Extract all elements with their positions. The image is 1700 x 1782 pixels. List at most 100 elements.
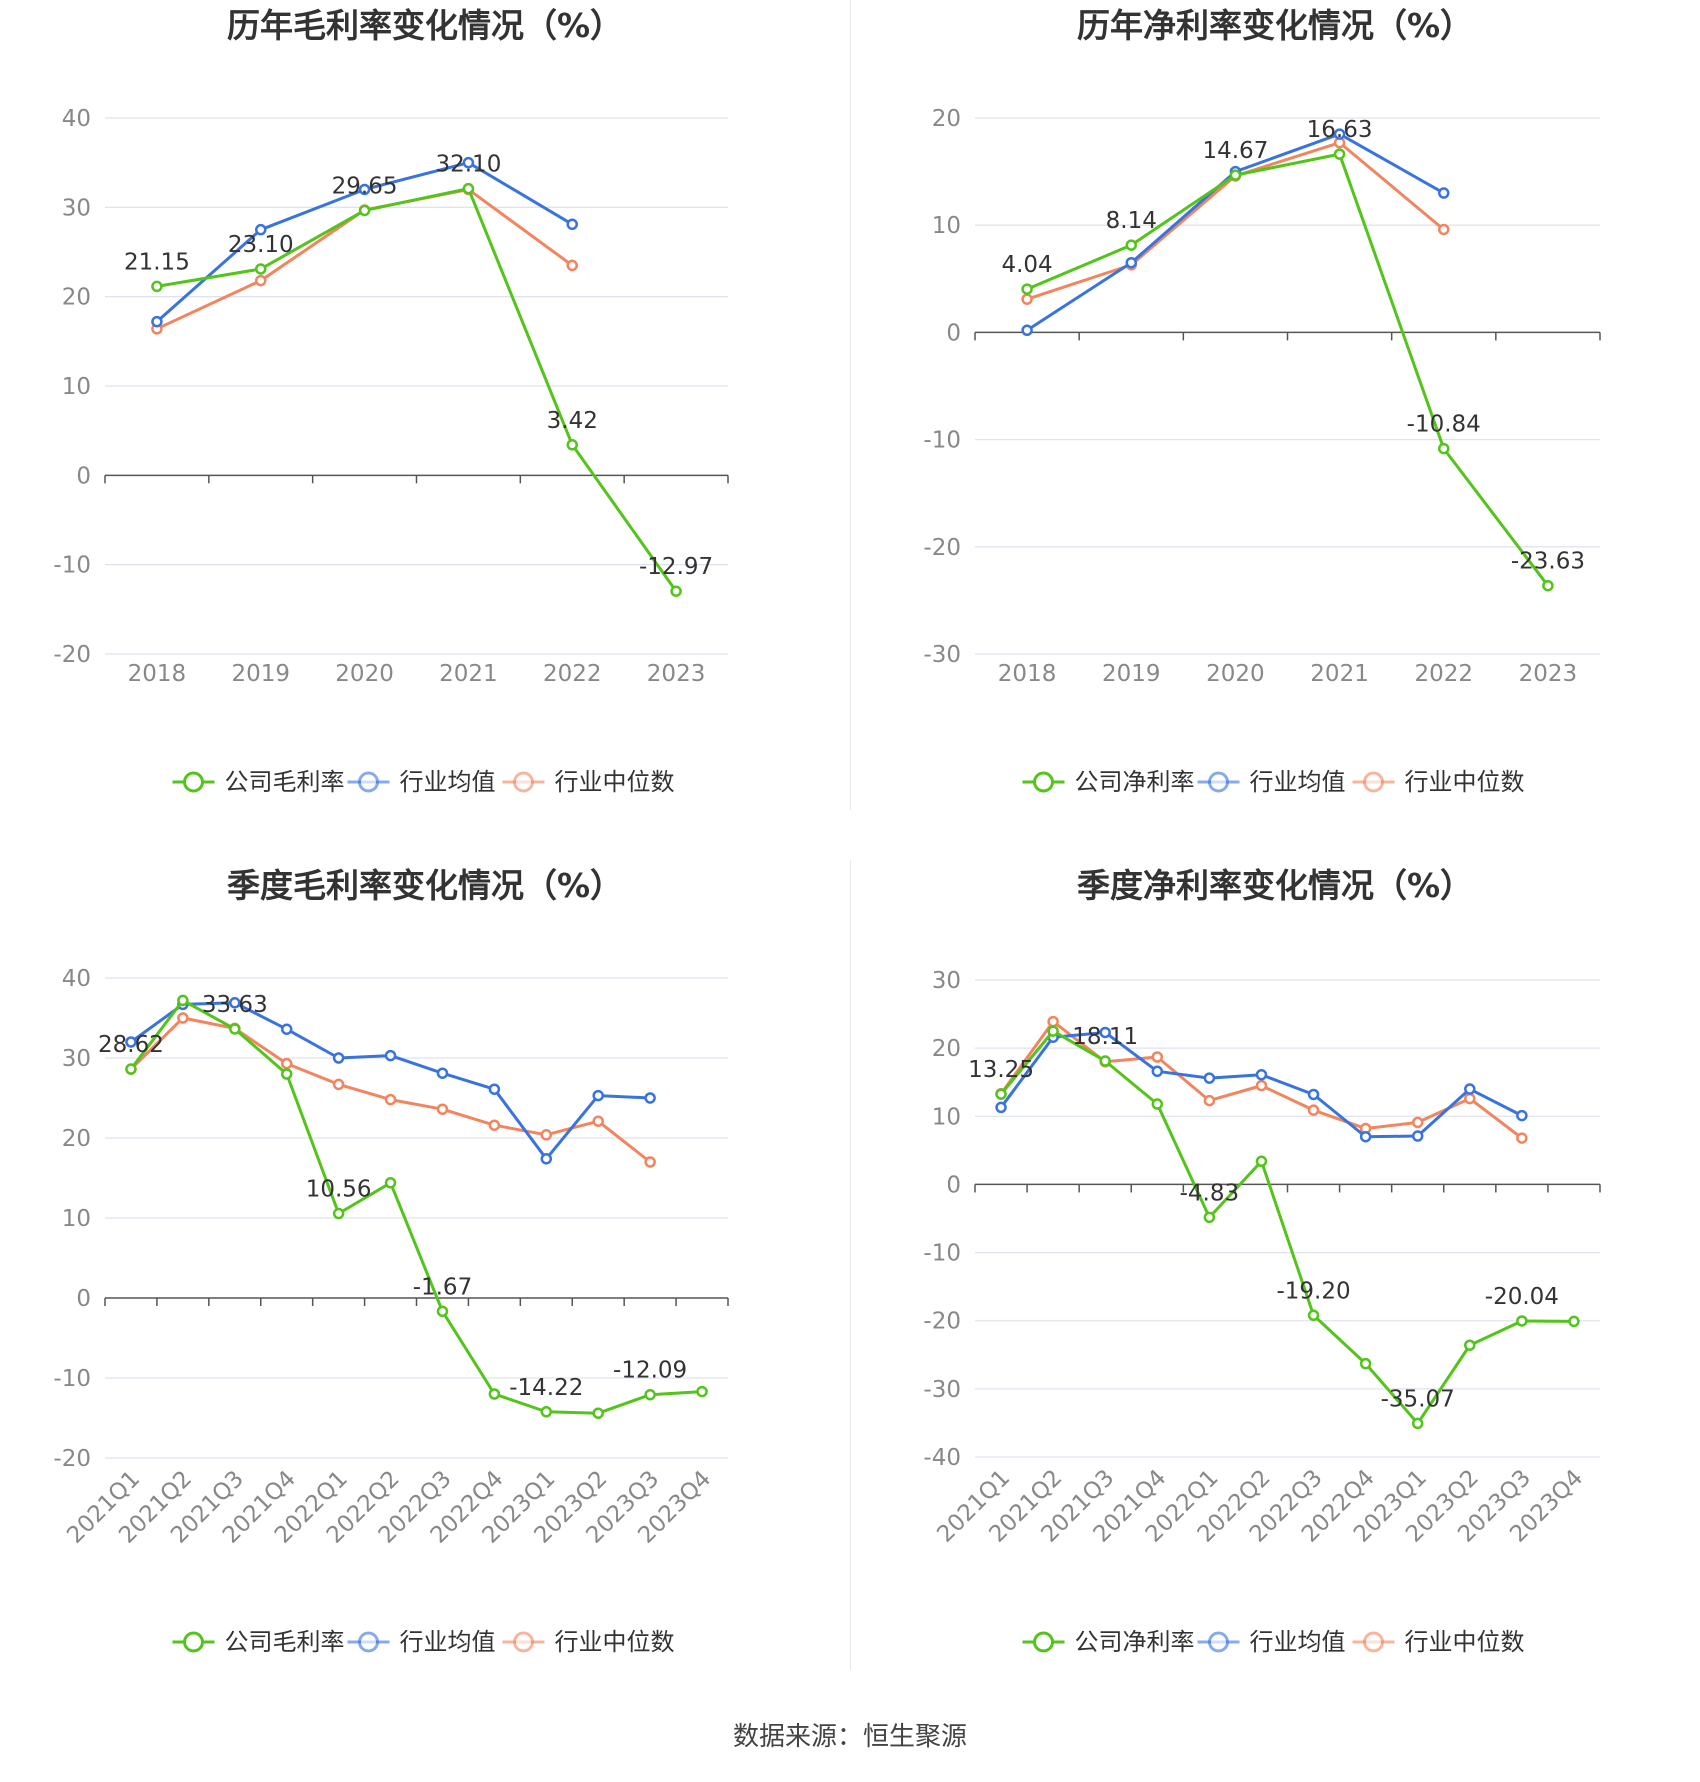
legend-item: 公司毛利率 bbox=[172, 768, 345, 796]
series-line bbox=[129, 998, 703, 1415]
data-point bbox=[229, 997, 241, 1009]
y-tick-label: 0 bbox=[946, 1172, 961, 1198]
data-point bbox=[358, 204, 371, 217]
data-point bbox=[1047, 1025, 1059, 1037]
x-tick-label: 2023 bbox=[647, 661, 706, 687]
data-label: -10.84 bbox=[1407, 412, 1481, 438]
legend-marker bbox=[1033, 771, 1054, 793]
legend-marker bbox=[1033, 1631, 1054, 1653]
y-tick-label: -20 bbox=[923, 535, 961, 561]
data-point bbox=[1542, 579, 1554, 592]
data-label: 16.63 bbox=[1307, 117, 1373, 143]
legend-marker bbox=[513, 1631, 534, 1653]
data-label: -1.67 bbox=[413, 1274, 473, 1300]
data-label: -14.22 bbox=[509, 1375, 583, 1401]
data-point bbox=[1359, 1130, 1372, 1143]
y-tick-label: 10 bbox=[932, 1104, 961, 1130]
data-label: 14.67 bbox=[1202, 138, 1268, 164]
legend-label: 行业均值 bbox=[1250, 768, 1346, 796]
y-tick-label: 40 bbox=[62, 106, 91, 132]
x-tick-label: 2023 bbox=[1519, 661, 1578, 687]
data-point bbox=[1203, 1094, 1216, 1107]
y-tick-label: -20 bbox=[53, 1446, 91, 1472]
y-tick-label: 40 bbox=[62, 966, 91, 992]
data-point bbox=[1516, 1109, 1528, 1122]
data-point bbox=[1411, 1130, 1424, 1142]
panel-divider-top bbox=[850, 0, 851, 810]
data-point bbox=[1099, 1026, 1111, 1039]
x-tick-label: 2021 bbox=[1310, 661, 1369, 687]
y-tick-label: -10 bbox=[53, 553, 91, 579]
chart-svg: 历年毛利率变化情况（%） 40 30 20 10 0 -10 -20 2018 2019 2020 2… bbox=[53, 6, 729, 796]
data-point bbox=[540, 1406, 553, 1418]
legend-marker bbox=[1208, 1631, 1229, 1653]
legend-item: 公司毛利率 bbox=[172, 1628, 345, 1656]
legend-label: 行业均值 bbox=[1250, 1628, 1346, 1656]
data-point bbox=[488, 1388, 501, 1400]
y-tick-label: 10 bbox=[62, 374, 91, 400]
data-point bbox=[177, 994, 189, 1007]
data-label: -35.07 bbox=[1381, 1386, 1455, 1412]
y-tick-label: 20 bbox=[932, 1036, 961, 1062]
y-tick-label: 20 bbox=[932, 106, 961, 132]
data-label: 33.63 bbox=[202, 992, 268, 1018]
legend-item: 行业均值 bbox=[347, 768, 496, 796]
data-point bbox=[255, 274, 267, 287]
y-tick-label: 0 bbox=[76, 1286, 91, 1312]
legend-marker bbox=[1363, 1631, 1384, 1653]
data-label: -12.09 bbox=[613, 1358, 687, 1384]
data-point bbox=[332, 1207, 345, 1220]
data-point bbox=[1151, 1051, 1164, 1063]
data-point bbox=[566, 439, 578, 451]
data-point bbox=[995, 1088, 1007, 1100]
legend-label: 公司毛利率 bbox=[225, 1628, 345, 1656]
data-point bbox=[1333, 148, 1346, 160]
data-source-note: 数据来源：恒生聚源 bbox=[732, 1722, 967, 1752]
y-tick-label: 10 bbox=[932, 213, 961, 239]
legend-label: 行业均值 bbox=[400, 1628, 496, 1656]
legend-label: 行业均值 bbox=[400, 768, 496, 796]
data-point bbox=[644, 1156, 656, 1168]
y-tick-label: 30 bbox=[932, 968, 961, 994]
data-point bbox=[436, 1067, 449, 1079]
data-point bbox=[1125, 256, 1137, 269]
y-tick-label: -20 bbox=[53, 642, 91, 668]
data-point bbox=[1411, 1417, 1424, 1430]
data-point bbox=[332, 1078, 345, 1091]
chart-svg: 季度净利率变化情况（%）3020100-10-20-30-402021Q1202… bbox=[923, 866, 1601, 1656]
data-point bbox=[436, 1305, 449, 1318]
legend-item: 行业中位数 bbox=[1352, 1628, 1525, 1656]
data-point bbox=[384, 1093, 397, 1106]
data-point bbox=[255, 223, 267, 236]
data-point bbox=[592, 1407, 604, 1419]
chart-title: 季度净利率变化情况（%） bbox=[1077, 866, 1473, 905]
data-point bbox=[358, 183, 371, 196]
y-tick-label: -20 bbox=[923, 1309, 961, 1335]
data-point bbox=[566, 259, 578, 272]
legend-marker bbox=[513, 771, 534, 793]
data-point bbox=[1438, 223, 1450, 236]
data-label: 21.15 bbox=[124, 249, 190, 275]
y-tick-label: 0 bbox=[946, 320, 961, 346]
data-point bbox=[670, 585, 682, 597]
legend-label: 行业中位数 bbox=[555, 768, 675, 796]
legend-item: 行业均值 bbox=[347, 1628, 496, 1656]
data-point bbox=[1333, 128, 1346, 140]
data-label: 4.04 bbox=[1001, 252, 1052, 278]
data-point bbox=[462, 182, 475, 195]
data-point bbox=[540, 1153, 553, 1165]
data-point bbox=[1021, 283, 1033, 295]
chart-svg: 季度毛利率变化情况（%）403020100-10-202021Q12021Q22… bbox=[53, 866, 729, 1656]
data-label: 18.11 bbox=[1072, 1024, 1138, 1050]
legend-item: 行业中位数 bbox=[502, 1628, 675, 1656]
x-tick-label: 2019 bbox=[231, 661, 290, 687]
y-tick-label: -10 bbox=[923, 1241, 961, 1267]
data-point bbox=[1307, 1088, 1320, 1101]
data-point bbox=[1438, 442, 1450, 455]
data-point bbox=[1516, 1132, 1528, 1144]
chart-title: 季度毛利率变化情况（%） bbox=[227, 866, 623, 905]
data-label: 23.10 bbox=[228, 232, 294, 258]
x-tick-label: 2018 bbox=[128, 661, 187, 687]
data-point bbox=[566, 218, 578, 231]
data-point bbox=[229, 1023, 241, 1035]
